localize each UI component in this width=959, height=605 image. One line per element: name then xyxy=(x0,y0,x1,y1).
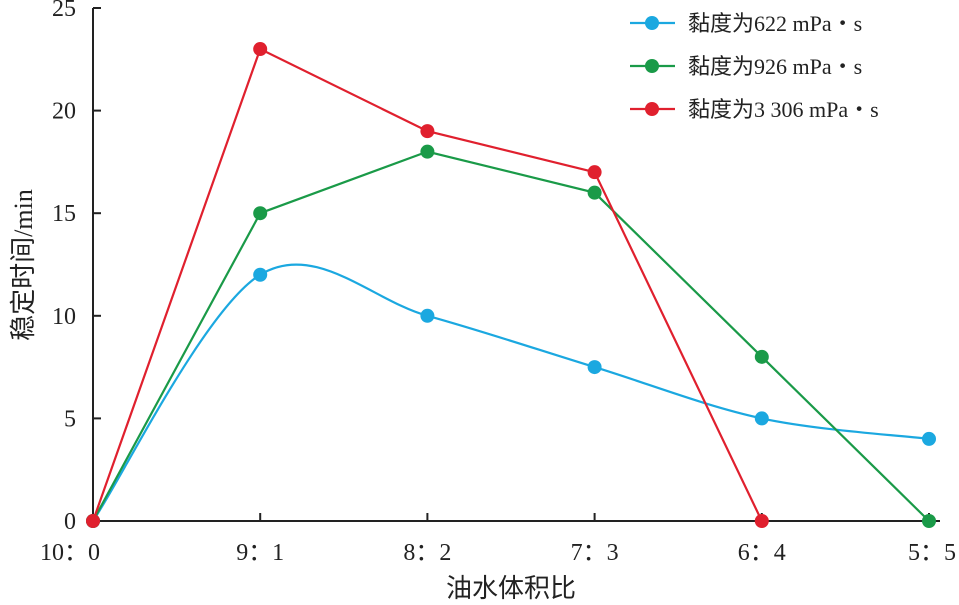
legend: 黏度为622 mPa・s 黏度为926 mPa・s 黏度为3 306 mPa・s xyxy=(630,11,879,122)
data-point xyxy=(420,144,435,159)
y-tick-label: 25 xyxy=(52,0,76,22)
data-point xyxy=(587,165,602,180)
x-tick-label: 5：5 xyxy=(908,540,956,566)
legend-swatch-marker xyxy=(645,16,659,30)
legend-item: 黏度为3 306 mPa・s xyxy=(630,97,879,122)
series-2 xyxy=(86,144,936,528)
x-tick-label: 8：2 xyxy=(403,540,451,566)
y-tick-label: 5 xyxy=(64,406,76,432)
data-point xyxy=(420,124,435,139)
data-point xyxy=(922,431,936,446)
series-line xyxy=(92,150,930,522)
legend-label: 黏度为622 mPa・s xyxy=(688,11,862,36)
data-point xyxy=(922,514,936,528)
data-point xyxy=(754,514,769,528)
legend-swatch-marker xyxy=(645,59,659,73)
series-3 xyxy=(86,42,769,528)
x-tick-label: 9：1 xyxy=(236,540,284,566)
legend-item: 黏度为926 mPa・s xyxy=(630,54,862,79)
y-tick-label: 20 xyxy=(52,99,76,125)
data-point xyxy=(86,514,100,528)
data-point xyxy=(253,42,268,57)
y-tick-label: 0 xyxy=(64,509,76,535)
data-point xyxy=(587,185,602,200)
y-axis-title: 稳定时间/min xyxy=(9,189,38,341)
axes xyxy=(92,8,940,522)
series-layer xyxy=(86,42,936,528)
x-axis-ticks: 10：0 9：1 8：2 7：3 6：4 5：5 xyxy=(40,513,956,566)
x-tick-label: 7：3 xyxy=(571,540,619,566)
legend-label: 黏度为3 306 mPa・s xyxy=(688,97,879,122)
y-axis-ticks: 0 5 10 15 20 25 xyxy=(52,0,101,535)
series-line xyxy=(92,263,930,522)
data-point xyxy=(754,411,769,426)
series-1 xyxy=(86,263,936,528)
x-axis-title: 油水体积比 xyxy=(446,574,576,603)
legend-label: 黏度为926 mPa・s xyxy=(688,54,862,79)
data-point xyxy=(253,267,268,282)
data-point xyxy=(587,360,602,375)
data-point xyxy=(420,308,435,323)
series-line xyxy=(91,47,763,522)
data-point xyxy=(253,206,268,221)
data-point xyxy=(754,349,769,364)
x-tick-label: 6：4 xyxy=(738,540,786,566)
x-tick-label: 10：0 xyxy=(40,540,100,566)
y-tick-label: 15 xyxy=(52,201,76,227)
y-tick-label: 10 xyxy=(52,304,76,330)
legend-swatch-marker xyxy=(645,102,659,116)
legend-item: 黏度为622 mPa・s xyxy=(630,11,862,36)
